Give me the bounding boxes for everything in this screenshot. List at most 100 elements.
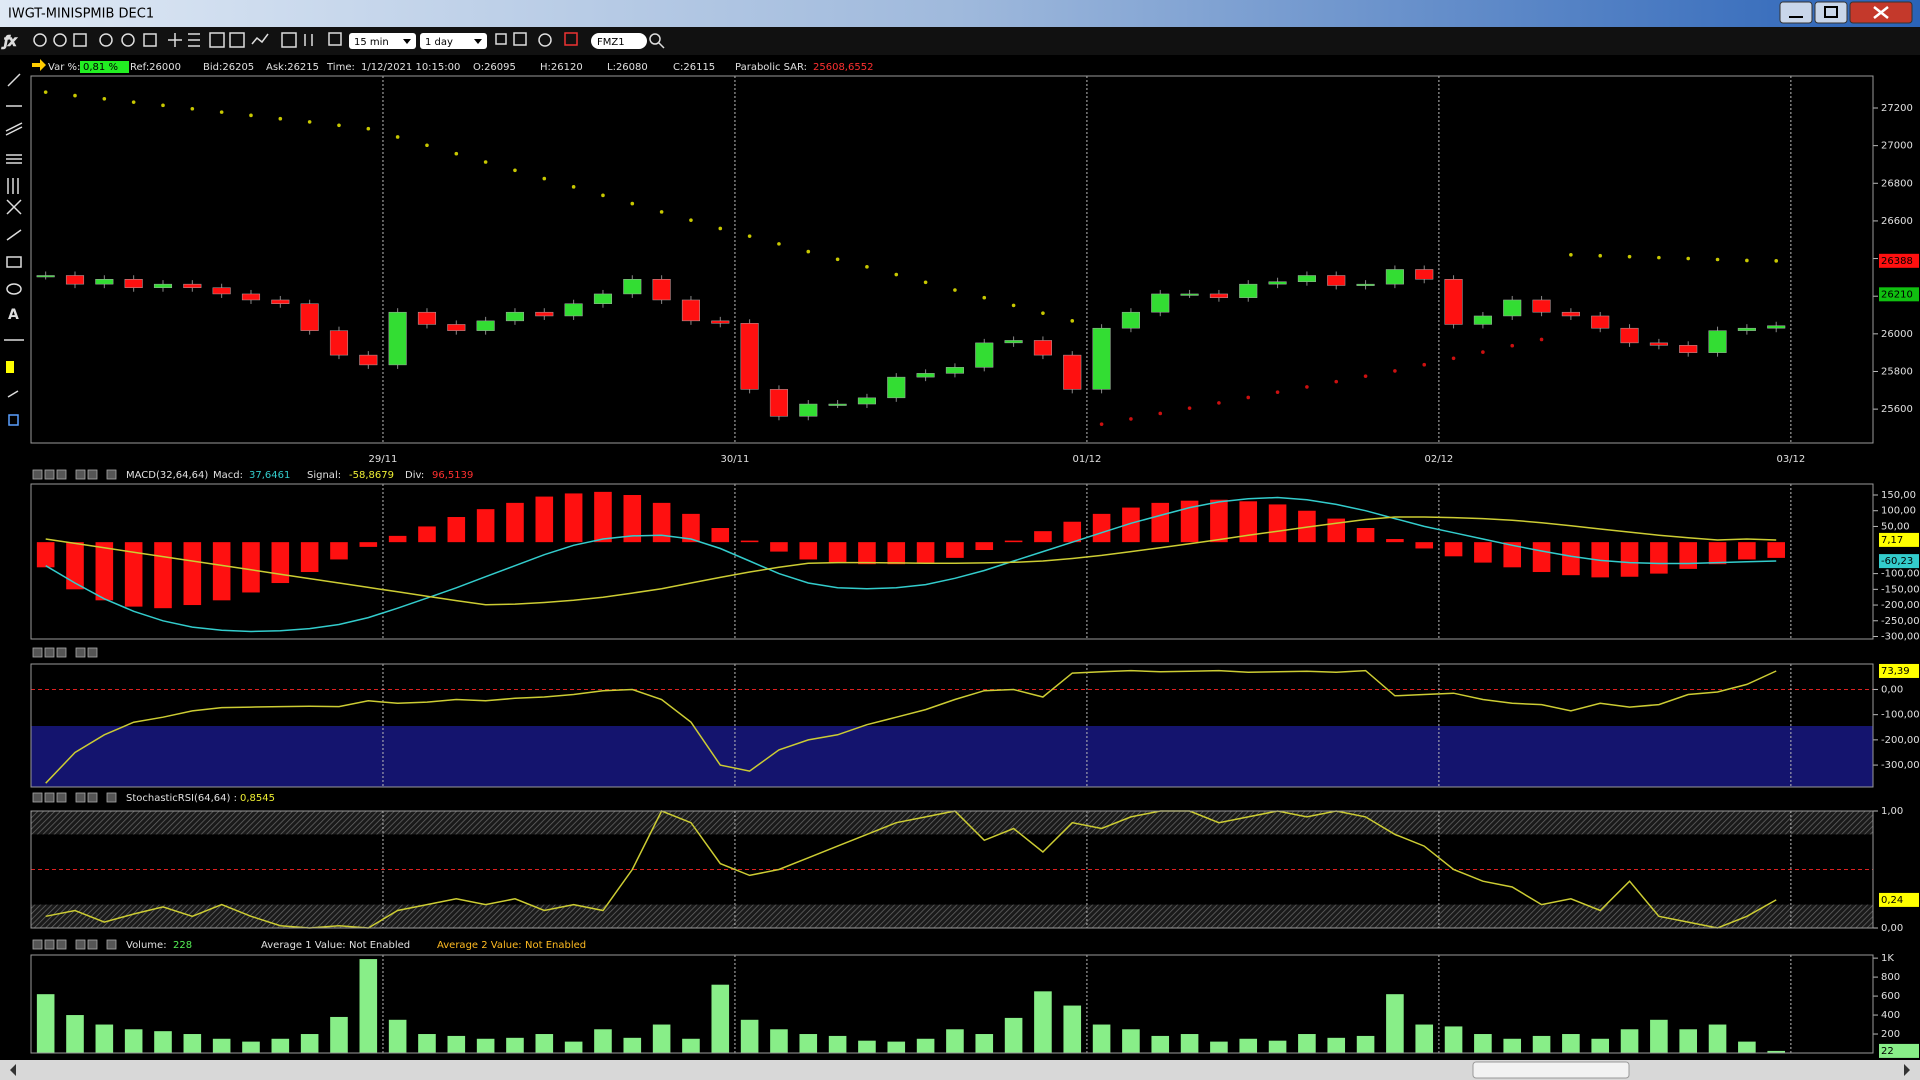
- value-box: [1879, 287, 1919, 302]
- candle: [1033, 340, 1052, 356]
- volume-bar: [1767, 1050, 1786, 1053]
- candle: [1737, 327, 1756, 331]
- sar-dot: [1422, 362, 1427, 367]
- histogram-bar: [1444, 542, 1463, 557]
- histogram-bar: [711, 528, 730, 543]
- value-box: [1879, 253, 1919, 268]
- histogram-bar: [564, 493, 583, 543]
- histogram-bar: [1063, 521, 1082, 543]
- volume-bar: [1386, 994, 1404, 1053]
- minimize-button[interactable]: [1779, 1, 1813, 24]
- close: C:26115: [673, 62, 715, 73]
- histogram-bar: [476, 509, 495, 543]
- volume-bar: [1063, 1005, 1082, 1053]
- zone: [31, 904, 1873, 928]
- volume-bar: [1532, 1035, 1551, 1053]
- sar-dot: [1334, 379, 1339, 384]
- sar-dot: [659, 210, 664, 214]
- y-tick-label: -100,00: [1881, 710, 1920, 721]
- histogram-bar: [916, 542, 935, 563]
- sar-value: 25608,6552: [813, 62, 873, 73]
- y-tick-label: 100,00: [1881, 506, 1916, 517]
- volume-bar: [418, 1034, 436, 1053]
- x-tick-label: 30/11: [721, 454, 750, 465]
- volume-bar: [1679, 1029, 1698, 1053]
- volume-bar: [770, 1029, 788, 1053]
- info-bar: Var %: 0,81 % Ref:26000 Bid:26205 Ask:26…: [32, 59, 873, 73]
- avg2-label: Average 2 Value:: [437, 940, 522, 951]
- candle: [740, 323, 759, 390]
- sar-dot: [806, 249, 811, 254]
- histogram-bar: [828, 542, 847, 563]
- sar-dot: [278, 116, 283, 121]
- histogram-bar: [1210, 499, 1228, 543]
- sar-dot: [1129, 417, 1133, 421]
- candle: [1649, 342, 1668, 346]
- sar-dot: [73, 93, 77, 98]
- y-tick-label: 400: [1881, 1010, 1900, 1021]
- range-select[interactable]: [420, 33, 487, 49]
- interval-value: 15 min: [354, 37, 389, 48]
- volume-bar: [1591, 1038, 1610, 1053]
- candle: [36, 275, 55, 278]
- sar-dot: [1246, 395, 1251, 400]
- bid: Bid:26205: [203, 62, 254, 73]
- candle: [1063, 354, 1082, 390]
- y-tick-label: 25600: [1881, 404, 1913, 415]
- y-tick-label: -200,00: [1881, 735, 1920, 746]
- histogram-bar: [1532, 542, 1551, 573]
- zone: [31, 811, 1873, 835]
- plot-frame: [30, 663, 1874, 788]
- sar-dot: [1539, 337, 1544, 342]
- volume-bar: [1415, 1024, 1434, 1053]
- interval-select[interactable]: [349, 33, 416, 49]
- scroll-thumb[interactable]: [1472, 1061, 1630, 1079]
- candle: [124, 279, 143, 288]
- macd-name: MACD(32,64,64): [126, 470, 208, 481]
- panel-buttons: [32, 469, 117, 950]
- y-tick-label: 0,00: [1881, 684, 1903, 695]
- ask: Ask:26215: [266, 62, 319, 73]
- volume-bar: [1239, 1038, 1258, 1053]
- candle: [593, 293, 613, 304]
- candle: [681, 299, 701, 322]
- volume-bar: [1210, 1041, 1228, 1053]
- candle: [65, 275, 85, 285]
- fx-icon[interactable]: ƒx: [0, 34, 17, 51]
- volume-bar: [1034, 991, 1052, 1053]
- volume-bar: [1298, 1034, 1316, 1053]
- macd-header: MACD(32,64,64) Macd: 37,6461 Signal: -58…: [126, 470, 473, 481]
- sar-dot: [865, 265, 869, 269]
- sar-dot: [337, 123, 341, 128]
- candle: [1092, 327, 1111, 390]
- sar-dot: [630, 201, 635, 206]
- indicator-line: [45, 496, 1777, 633]
- volume-bar: [124, 1029, 143, 1053]
- sar-dot: [454, 151, 459, 156]
- sar-dot: [923, 280, 928, 285]
- candle: [945, 367, 964, 374]
- symbol-input[interactable]: [591, 33, 647, 49]
- sar-dot: [1011, 303, 1016, 308]
- sar-dot: [1393, 369, 1397, 373]
- histogram-bar: [594, 491, 612, 543]
- volume-bar: [1620, 1029, 1639, 1053]
- volume-bar: [1180, 1034, 1199, 1053]
- stoch-name: StochasticRSI(64,64) :: [126, 793, 237, 804]
- sar-dot: [1686, 256, 1691, 261]
- sar-dot: [1158, 411, 1163, 416]
- histogram-bar: [623, 495, 642, 543]
- scrollbar[interactable]: [0, 1060, 1920, 1080]
- histogram-bar: [330, 542, 348, 560]
- maximize-button[interactable]: [1814, 1, 1848, 24]
- histogram-bar: [418, 526, 436, 543]
- tool-icons: A: [4, 73, 24, 426]
- sar-dot: [835, 257, 840, 262]
- histogram-bar: [1503, 542, 1522, 568]
- title-bar: [0, 0, 1920, 27]
- volume-bar: [1738, 1041, 1756, 1053]
- histogram-bar: [887, 542, 906, 565]
- sar-dot: [1275, 390, 1280, 394]
- sar-dot: [542, 176, 547, 181]
